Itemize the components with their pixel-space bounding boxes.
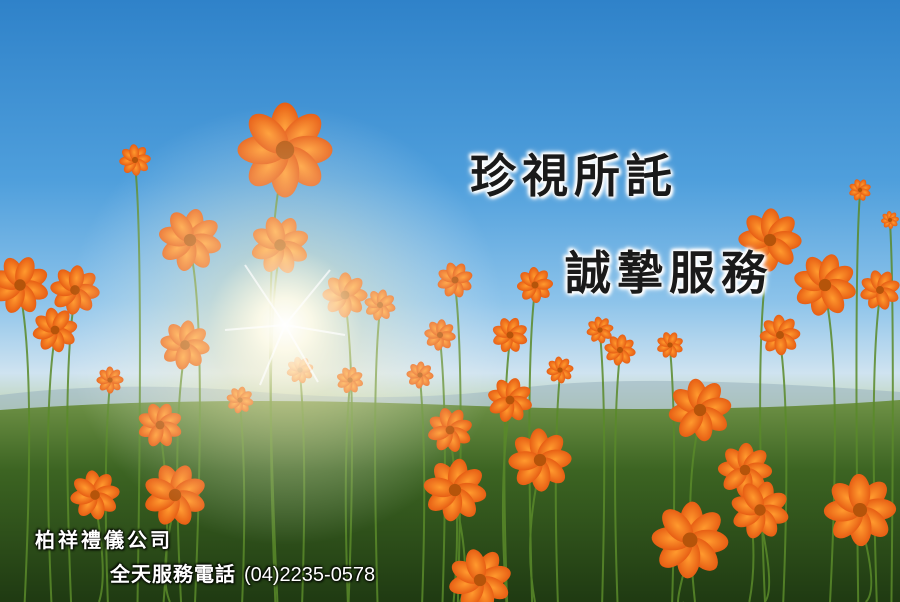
- cosmos-flower: [449, 549, 511, 602]
- cosmos-flower: [586, 316, 614, 344]
- cosmos-flower: [731, 481, 789, 539]
- sun-glow: [55, 95, 515, 555]
- cosmos-flower: [0, 257, 48, 313]
- phone-line: 全天服務電話 (04)2235-0578: [110, 558, 375, 587]
- cosmos-flower: [738, 208, 802, 272]
- flower-stem: [872, 295, 881, 602]
- cosmos-flower: [881, 211, 899, 229]
- flower-stem: [889, 222, 894, 602]
- cosmos-flower: [668, 378, 732, 442]
- headline-sincere-service: 誠摯服務: [565, 246, 773, 300]
- cosmos-flower: [604, 334, 636, 366]
- cosmos-flower: [516, 266, 554, 304]
- cosmos-flower: [849, 179, 871, 201]
- flower-stem: [599, 333, 606, 602]
- phone-number: (04)2235-0578: [243, 564, 376, 586]
- flower-stem: [779, 340, 788, 602]
- flower-stem: [19, 292, 31, 602]
- flower-stem: [46, 335, 56, 602]
- company-name: 柏祥禮儀公司: [35, 528, 173, 552]
- cosmos-flower: [546, 356, 574, 384]
- headline-cherish-trust: 珍視所託: [470, 149, 678, 203]
- cosmos-flower: [651, 501, 729, 579]
- cosmos-flower: [70, 470, 120, 520]
- cosmos-flower: [794, 254, 856, 316]
- cosmos-flower: [508, 428, 572, 492]
- flower-stem: [614, 354, 621, 602]
- flower-stem: [824, 293, 836, 602]
- cosmos-flower: [823, 473, 897, 547]
- cosmos-flower: [860, 270, 900, 310]
- cosmos-flower: [759, 314, 801, 356]
- phone-label: 全天服務電話: [110, 562, 236, 586]
- cosmos-flower: [657, 332, 683, 358]
